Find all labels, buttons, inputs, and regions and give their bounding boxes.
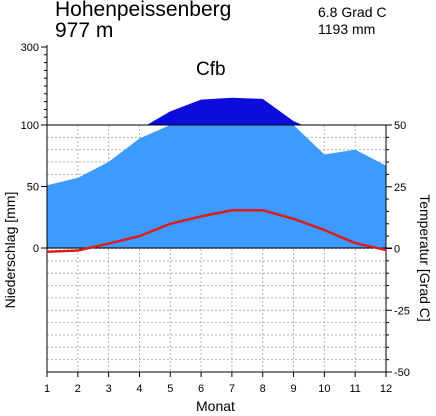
y-left-tick-label: 50	[27, 182, 39, 194]
y-left-tick-label: 100	[21, 120, 39, 132]
x-tick-label: 7	[229, 383, 235, 395]
axes	[41, 45, 392, 377]
temperature-line-group	[46, 208, 387, 253]
x-tick-label: 8	[260, 383, 266, 395]
x-tick-label: 5	[167, 383, 173, 395]
climate-classification: Cfb	[196, 59, 226, 80]
y-right-tick-label: 50	[394, 120, 406, 132]
y-left-tick-label: 300	[21, 42, 39, 54]
x-tick-label: 12	[380, 383, 392, 395]
x-tick-label: 10	[318, 383, 330, 395]
station-elevation: 977 m	[55, 19, 114, 42]
x-tick-label: 11	[349, 383, 360, 395]
x-tick-label: 2	[75, 383, 81, 395]
annual-precipitation-total: 1193 mm	[318, 21, 376, 37]
y-right-tick-label: -25	[394, 305, 410, 317]
y-left-tick-label: 0	[33, 243, 39, 255]
y-right-tick-label: -50	[394, 367, 410, 379]
temperature-line	[46, 208, 387, 253]
x-tick-label: 6	[198, 383, 204, 395]
y-right-tick-label: 0	[394, 244, 400, 256]
x-tick-label: 4	[136, 383, 142, 395]
annual-mean-temperature: 6.8 Grad C	[318, 4, 387, 20]
y-right-tick-label: 25	[394, 182, 406, 194]
x-tick-label: 9	[290, 383, 296, 395]
x-tick-label: 1	[44, 383, 50, 395]
precipitation-area	[47, 125, 386, 248]
precipitation-areas	[47, 97, 386, 248]
station-name: Hohenpeissenberg	[55, 0, 232, 21]
x-axis-label: Monat	[196, 398, 235, 414]
perhumid-area	[146, 97, 303, 125]
x-tick-label: 3	[106, 383, 112, 395]
